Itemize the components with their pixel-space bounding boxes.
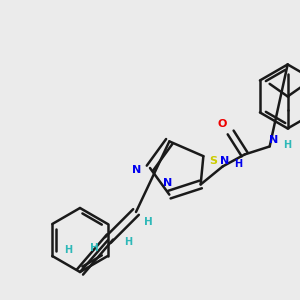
Text: S: S xyxy=(209,156,217,166)
Text: H: H xyxy=(124,237,132,247)
Text: H: H xyxy=(235,160,243,170)
Text: N: N xyxy=(269,136,278,146)
Text: N: N xyxy=(220,157,229,166)
Text: N: N xyxy=(132,165,142,175)
Text: H: H xyxy=(64,245,72,255)
Text: H: H xyxy=(284,140,292,151)
Text: H: H xyxy=(144,217,152,227)
Text: H: H xyxy=(90,243,98,253)
Text: O: O xyxy=(218,119,227,130)
Text: N: N xyxy=(163,178,172,188)
